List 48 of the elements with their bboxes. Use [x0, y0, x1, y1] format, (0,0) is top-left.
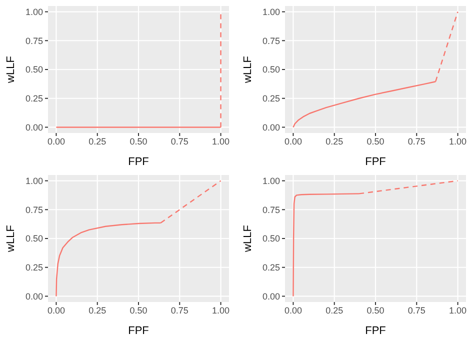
- x-tick-label: 0.25: [88, 136, 106, 146]
- y-tick-label: 1.00: [262, 176, 280, 186]
- y-tick-label: 0.25: [25, 262, 43, 273]
- y-axis-title: wLLF: [4, 224, 17, 253]
- y-tick-label: 0.50: [262, 64, 280, 75]
- x-tick-label: 1.00: [212, 305, 230, 316]
- y-tick-label: 0.25: [262, 94, 280, 104]
- x-axis-title: FPF: [365, 156, 386, 168]
- x-axis-title: FPF: [128, 156, 150, 168]
- y-axis-title: wLLF: [4, 56, 17, 84]
- y-tick-label: 1.00: [25, 6, 43, 17]
- y-tick-label: 1.00: [262, 6, 280, 17]
- y-tick-label: 0.50: [25, 234, 43, 244]
- x-tick-label: 0.50: [366, 136, 384, 146]
- y-tick-label: 0.75: [25, 204, 43, 215]
- y-axis-title: wLLF: [242, 56, 254, 84]
- x-tick-label: 0.00: [284, 136, 302, 146]
- y-tick-label: 0.25: [262, 262, 280, 273]
- x-axis-title: FPF: [128, 325, 150, 337]
- y-tick-label: 0.75: [25, 36, 43, 46]
- x-tick-label: 1.00: [449, 305, 467, 316]
- x-tick-label: 1.00: [212, 136, 230, 146]
- x-tick-label: 0.75: [408, 136, 426, 146]
- x-tick-label: 0.50: [130, 305, 148, 316]
- x-tick-label: 0.00: [284, 305, 302, 316]
- y-tick-label: 0.50: [262, 234, 280, 244]
- y-tick-label: 0.50: [25, 64, 43, 75]
- x-axis-title: FPF: [365, 325, 386, 337]
- y-tick-label: 0.00: [25, 122, 43, 132]
- y-tick-label: 0.75: [262, 36, 280, 46]
- x-tick-label: 0.25: [326, 136, 344, 146]
- y-tick-label: 0.00: [25, 291, 43, 302]
- y-axis-title: wLLF: [242, 224, 254, 253]
- x-tick-label: 0.00: [47, 305, 65, 316]
- x-tick-label: 0.50: [366, 305, 384, 316]
- y-tick-label: 0.00: [262, 122, 280, 132]
- x-tick-label: 0.00: [47, 136, 65, 146]
- x-tick-label: 1.00: [449, 136, 467, 146]
- y-tick-label: 1.00: [25, 176, 43, 186]
- y-tick-label: 0.75: [262, 204, 280, 215]
- x-tick-label: 0.75: [170, 136, 188, 146]
- y-tick-label: 0.25: [25, 94, 43, 104]
- y-tick-label: 0.00: [262, 291, 280, 302]
- x-tick-label: 0.75: [408, 305, 426, 316]
- x-tick-label: 0.25: [88, 305, 106, 316]
- x-tick-label: 0.75: [170, 305, 188, 316]
- x-tick-label: 0.25: [326, 305, 344, 316]
- x-tick-label: 0.50: [130, 136, 148, 146]
